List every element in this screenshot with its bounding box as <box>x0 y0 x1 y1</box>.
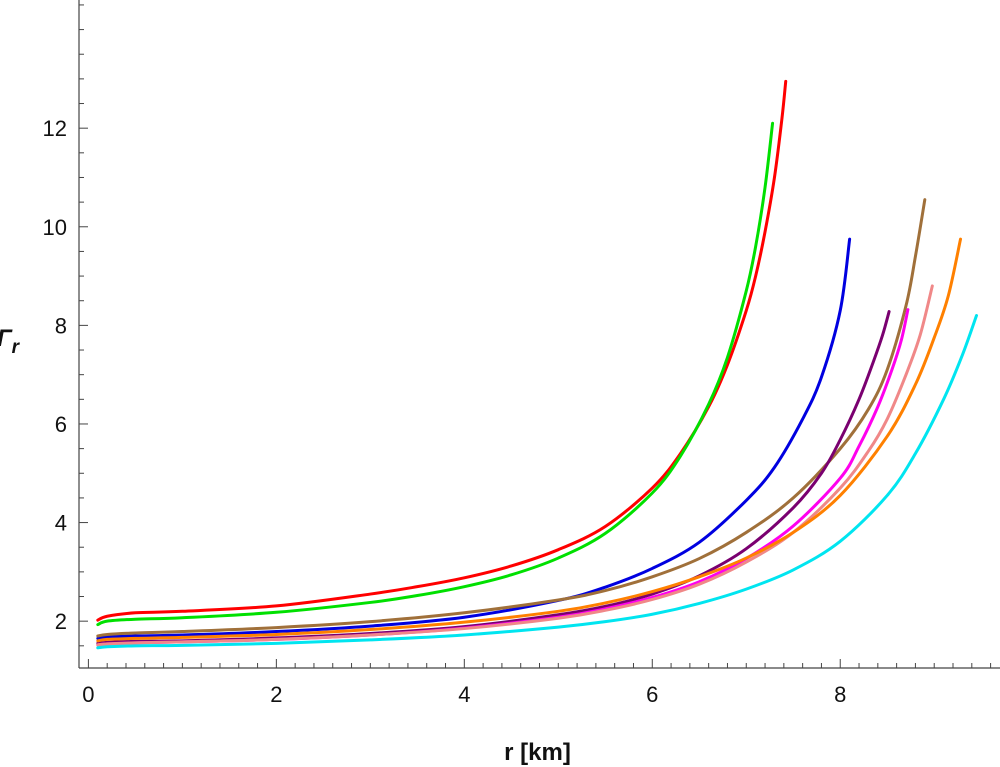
x-tick-label: 8 <box>834 682 846 707</box>
x-tick-label: 2 <box>270 682 282 707</box>
series-line-3 <box>96 237 852 640</box>
series-line-9 <box>96 314 979 650</box>
series-line-5 <box>96 310 891 645</box>
y-axis-title-sub: r <box>12 337 21 358</box>
series-line-4 <box>96 198 927 638</box>
y-tick-label: 2 <box>55 609 67 634</box>
y-ticks: 2 4 6 8 10 12 <box>43 4 88 647</box>
x-ticks: 0 2 4 6 8 <box>82 659 992 707</box>
series-line-6 <box>96 308 910 647</box>
series-line-7 <box>96 284 934 647</box>
x-tick-label: 4 <box>458 682 470 707</box>
series-layer <box>96 79 979 650</box>
series-line-8 <box>96 237 963 643</box>
y-tick-label: 4 <box>55 511 67 536</box>
x-tick-label: 6 <box>646 682 658 707</box>
y-tick-label: 8 <box>55 313 67 338</box>
series-line-2 <box>96 121 775 627</box>
x-tick-label: 0 <box>82 682 94 707</box>
x-axis-title: r [km] <box>504 739 571 766</box>
y-tick-label: 6 <box>55 412 67 437</box>
y-tick-label: 10 <box>43 215 67 240</box>
y-axis-title: Γr <box>0 325 21 358</box>
y-tick-label: 12 <box>43 116 67 141</box>
series-line-1 <box>96 79 788 622</box>
y-axis-title-base: Γ <box>0 325 13 352</box>
